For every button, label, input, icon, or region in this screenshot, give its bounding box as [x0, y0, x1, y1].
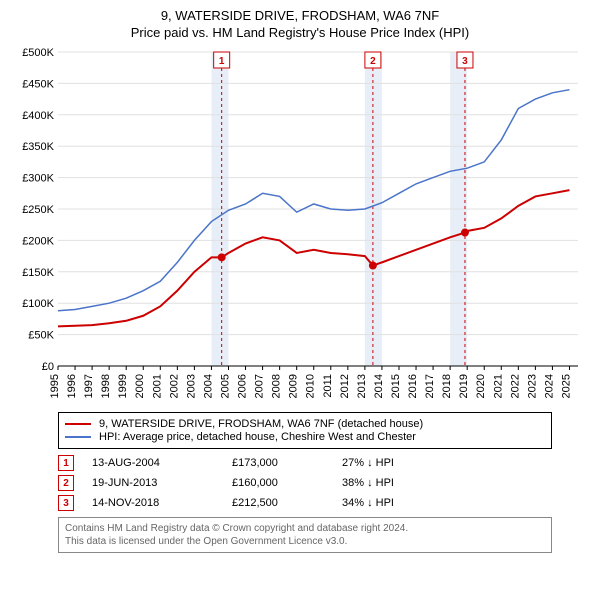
x-tick-label: 2025	[560, 374, 572, 398]
x-tick-label: 2011	[322, 374, 334, 398]
legend-box: 9, WATERSIDE DRIVE, FRODSHAM, WA6 7NF (d…	[58, 412, 552, 449]
x-tick-label: 1997	[83, 374, 95, 398]
x-tick-label: 2003	[185, 374, 197, 398]
x-tick-label: 2012	[339, 374, 351, 398]
legend-label: 9, WATERSIDE DRIVE, FRODSHAM, WA6 7NF (d…	[99, 418, 423, 430]
series-price_paid	[58, 190, 569, 326]
sale-dot	[218, 253, 226, 261]
y-tick-label: £0	[42, 361, 54, 373]
x-tick-label: 1995	[49, 374, 61, 398]
sale-dot	[461, 229, 469, 237]
x-tick-label: 2020	[475, 374, 487, 398]
series-hpi	[58, 90, 569, 311]
x-tick-label: 2018	[441, 374, 453, 398]
legend-row: 9, WATERSIDE DRIVE, FRODSHAM, WA6 7NF (d…	[65, 418, 545, 430]
footer-box: Contains HM Land Registry data © Crown c…	[58, 517, 552, 553]
x-tick-label: 2016	[407, 374, 419, 398]
y-tick-label: £50K	[28, 330, 54, 342]
event-badge: 2	[58, 475, 74, 491]
event-price: £160,000	[232, 477, 332, 489]
x-tick-label: 2004	[202, 374, 214, 398]
event-badge: 3	[58, 495, 74, 511]
y-tick-label: £450K	[22, 78, 54, 90]
legend-swatch	[65, 436, 91, 438]
x-tick-label: 2000	[134, 374, 146, 398]
y-tick-label: £100K	[22, 298, 54, 310]
x-tick-label: 2023	[526, 374, 538, 398]
event-date: 19-JUN-2013	[92, 477, 222, 489]
y-tick-label: £350K	[22, 141, 54, 153]
footer-line2: This data is licensed under the Open Gov…	[65, 535, 545, 548]
title-line2: Price paid vs. HM Land Registry's House …	[10, 25, 590, 40]
x-tick-label: 1998	[100, 374, 112, 398]
sale-badge-num: 2	[370, 56, 376, 67]
event-delta: 27% ↓ HPI	[342, 457, 552, 469]
x-tick-label: 2002	[168, 374, 180, 398]
x-tick-label: 2010	[305, 374, 317, 398]
x-tick-label: 2017	[424, 374, 436, 398]
y-tick-label: £500K	[22, 47, 54, 59]
plot-area: £0 £50K £100K £150K £200K £250K £300K £350K £400…	[10, 46, 590, 406]
legend-swatch	[65, 423, 91, 425]
y-tick-label: £300K	[22, 173, 54, 185]
footer-line1: Contains HM Land Registry data © Crown c…	[65, 522, 545, 535]
event-row: 1 13-AUG-2004 £173,000 27% ↓ HPI	[58, 455, 552, 471]
sale-dot	[369, 262, 377, 270]
x-tick-label: 2008	[271, 374, 283, 398]
events-table: 1 13-AUG-2004 £173,000 27% ↓ HPI 2 19-JUN-201…	[58, 455, 552, 511]
y-tick-label: £150K	[22, 267, 54, 279]
y-tick-label: £250K	[22, 204, 54, 216]
event-badge: 1	[58, 455, 74, 471]
y-tick-label: £400K	[22, 110, 54, 122]
event-date: 14-NOV-2018	[92, 497, 222, 509]
x-tick-label: 2009	[288, 374, 300, 398]
event-date: 13-AUG-2004	[92, 457, 222, 469]
event-price: £212,500	[232, 497, 332, 509]
legend-label: HPI: Average price, detached house, Ches…	[99, 431, 416, 443]
x-tick-label: 2024	[543, 374, 555, 398]
title-block: 9, WATERSIDE DRIVE, FRODSHAM, WA6 7NF Pr…	[10, 8, 590, 40]
event-row: 2 19-JUN-2013 £160,000 38% ↓ HPI	[58, 475, 552, 491]
event-row: 3 14-NOV-2018 £212,500 34% ↓ HPI	[58, 495, 552, 511]
x-tick-label: 2021	[492, 374, 504, 398]
x-tick-label: 1996	[66, 374, 78, 398]
x-tick-label: 2007	[254, 374, 266, 398]
x-tick-label: 1999	[117, 374, 129, 398]
x-tick-label: 2013	[356, 374, 368, 398]
event-price: £173,000	[232, 457, 332, 469]
event-delta: 34% ↓ HPI	[342, 497, 552, 509]
x-tick-label: 2022	[509, 374, 521, 398]
title-line1: 9, WATERSIDE DRIVE, FRODSHAM, WA6 7NF	[10, 8, 590, 23]
sale-badge-num: 1	[219, 56, 225, 67]
chart-container: 9, WATERSIDE DRIVE, FRODSHAM, WA6 7NF Pr…	[0, 0, 600, 559]
chart-svg: £0 £50K £100K £150K £200K £250K £300K £350K £400…	[10, 46, 590, 406]
event-delta: 38% ↓ HPI	[342, 477, 552, 489]
x-tick-label: 2019	[458, 374, 470, 398]
y-tick-label: £200K	[22, 235, 54, 247]
x-tick-label: 2015	[390, 374, 402, 398]
legend-row: HPI: Average price, detached house, Ches…	[65, 431, 545, 443]
x-tick-label: 2006	[237, 374, 249, 398]
x-tick-label: 2014	[373, 374, 385, 398]
x-tick-label: 2005	[219, 374, 231, 398]
x-tick-label: 2001	[151, 374, 163, 398]
sale-badge-num: 3	[462, 56, 468, 67]
